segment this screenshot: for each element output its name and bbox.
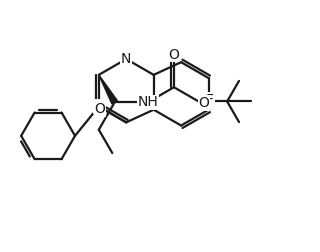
Text: NH: NH [138,95,158,109]
Text: N: N [121,52,132,66]
Text: O: O [94,102,105,116]
Polygon shape [99,75,117,104]
Text: F: F [206,93,214,107]
Text: O: O [199,96,210,110]
Text: N: N [94,100,104,113]
Text: O: O [169,48,180,62]
